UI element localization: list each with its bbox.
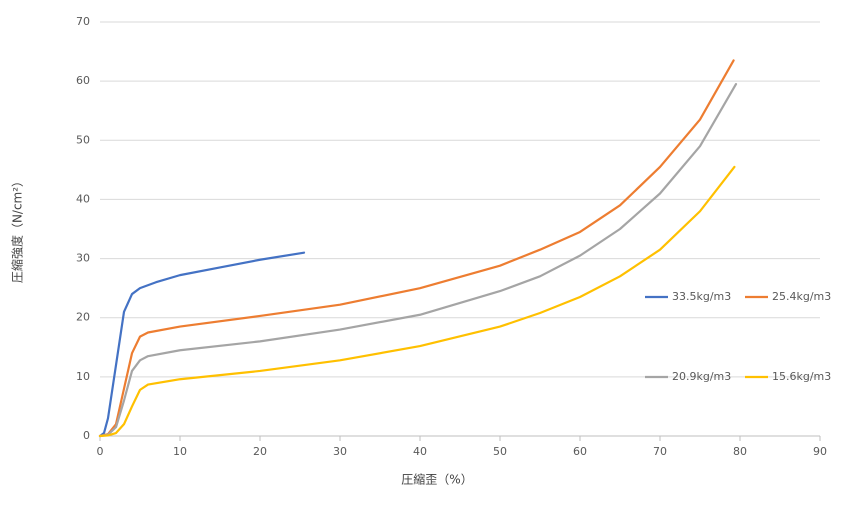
x-axis-title: 圧縮歪（%）: [401, 472, 472, 487]
y-tick-label: 70: [76, 15, 90, 28]
x-tick-label: 90: [813, 445, 827, 458]
legend-label: 25.4kg/m3: [772, 290, 831, 303]
legend-label: 15.6kg/m3: [772, 370, 831, 383]
y-tick-label: 30: [76, 252, 90, 265]
y-axis-title: 圧縮強度（N/cm²）: [10, 175, 25, 283]
x-tick-label: 60: [573, 445, 587, 458]
x-tick-label: 20: [253, 445, 267, 458]
series-line: [98, 83, 738, 438]
x-tick-label: 30: [333, 445, 347, 458]
y-tick-label: 0: [83, 429, 90, 442]
series-line: [98, 165, 736, 438]
series-line: [98, 59, 735, 438]
x-tick-label: 10: [173, 445, 187, 458]
x-tick-label: 70: [653, 445, 667, 458]
x-tick-label: 50: [493, 445, 507, 458]
x-tick-label: 40: [413, 445, 427, 458]
y-tick-label: 10: [76, 370, 90, 383]
y-tick-label: 60: [76, 74, 90, 87]
y-tick-label: 20: [76, 311, 90, 324]
y-tick-label: 50: [76, 133, 90, 146]
x-tick-label: 0: [97, 445, 104, 458]
legend-label: 20.9kg/m3: [672, 370, 731, 383]
y-tick-label: 40: [76, 192, 90, 205]
x-tick-label: 80: [733, 445, 747, 458]
legend-label: 33.5kg/m3: [672, 290, 731, 303]
series-line: [98, 251, 306, 438]
